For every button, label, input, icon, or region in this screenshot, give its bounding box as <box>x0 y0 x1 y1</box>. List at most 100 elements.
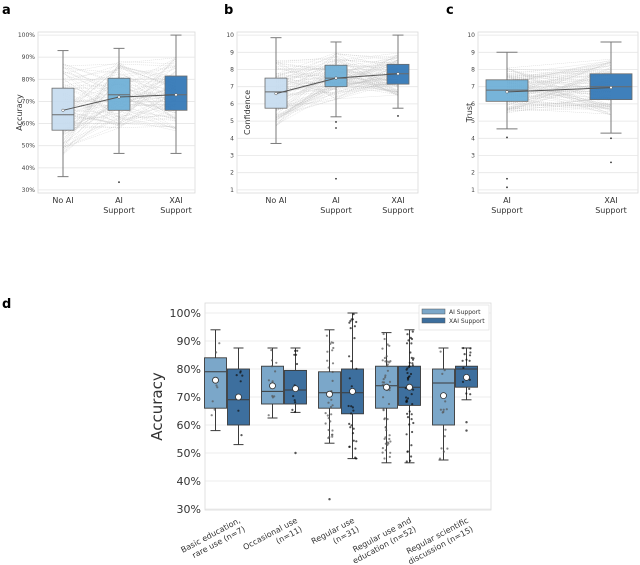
data-point <box>443 369 446 372</box>
data-point <box>439 408 442 411</box>
data-point <box>408 361 411 364</box>
data-point <box>388 455 391 458</box>
paired-line <box>275 75 399 97</box>
data-point <box>411 364 414 367</box>
data-point <box>412 388 415 391</box>
data-point <box>406 397 410 400</box>
y-tick-label: 30% <box>177 503 201 516</box>
data-point <box>469 347 472 350</box>
data-point <box>350 360 353 363</box>
data-point <box>405 433 408 436</box>
box-iqr <box>164 75 188 111</box>
data-point <box>383 457 386 460</box>
data-point <box>349 319 352 323</box>
data-point <box>271 380 274 383</box>
data-point <box>386 360 389 363</box>
data-point <box>411 430 414 434</box>
outlier-point <box>335 121 337 123</box>
data-point <box>469 351 472 354</box>
data-point <box>327 428 330 432</box>
mean-marker <box>505 90 509 94</box>
data-point <box>329 342 332 345</box>
data-point <box>381 451 384 454</box>
data-point <box>442 408 445 411</box>
data-point <box>328 435 331 439</box>
x-tick-label: XAI Support <box>595 196 627 215</box>
paired-line <box>62 92 177 134</box>
paired-line <box>506 73 612 87</box>
data-point <box>411 403 414 406</box>
paired-line <box>506 81 612 106</box>
legend-swatch <box>421 317 446 324</box>
paired-line <box>506 67 612 106</box>
data-point <box>324 422 327 425</box>
box-xai-support <box>164 34 188 154</box>
x-tick-label-line: AI <box>115 196 123 205</box>
y-tick-label: 9 <box>230 49 234 56</box>
paired-line <box>506 87 612 105</box>
data-point <box>347 404 350 408</box>
data-point <box>407 339 410 342</box>
x-tick-label-line: AI <box>503 196 511 205</box>
mean-marker <box>292 385 299 393</box>
paired-line <box>62 117 177 143</box>
plot-frame <box>477 31 639 194</box>
y-tick-label: 7 <box>471 84 475 91</box>
paired-line <box>506 94 612 109</box>
data-point <box>350 405 353 408</box>
data-point <box>383 418 386 421</box>
data-point <box>353 337 356 340</box>
data-point <box>381 347 384 350</box>
data-point <box>468 359 471 362</box>
data-point <box>438 457 442 460</box>
data-point <box>385 355 388 358</box>
data-point <box>348 377 351 380</box>
y-tick-label: 1 <box>471 187 475 194</box>
data-point <box>352 409 355 412</box>
mean-marker <box>274 92 278 96</box>
data-point <box>405 342 409 345</box>
y-tick-label: 5 <box>471 118 475 125</box>
paired-line <box>62 93 177 125</box>
paired-line <box>275 74 399 123</box>
mean-marker <box>463 373 470 381</box>
data-point <box>352 313 355 316</box>
data-point <box>349 327 352 330</box>
paired-line <box>275 75 399 119</box>
mean-marker <box>61 108 65 112</box>
data-point <box>348 321 351 324</box>
data-point <box>386 369 389 372</box>
paired-line <box>275 57 399 86</box>
data-point <box>384 374 387 377</box>
data-point <box>326 359 329 362</box>
panel-letter-a: a <box>2 3 11 18</box>
box-ai-support <box>107 47 131 184</box>
y-axis-label: Accuracy <box>15 94 24 131</box>
data-point <box>388 434 391 437</box>
paired-line <box>275 65 399 96</box>
data-point <box>405 368 408 371</box>
data-point <box>412 421 415 425</box>
data-point <box>273 395 276 398</box>
paired-line <box>275 71 399 105</box>
paired-line <box>506 59 612 69</box>
y-tick-label: 3 <box>230 153 234 160</box>
data-point <box>381 359 384 362</box>
x-tick-label: XAI Support <box>160 196 192 215</box>
paired-line <box>506 96 612 110</box>
data-point <box>351 406 354 409</box>
legend-box <box>418 304 490 331</box>
data-point <box>442 410 445 413</box>
paired-line <box>506 84 612 101</box>
x-tick-label: XAI Support <box>382 196 414 215</box>
data-point <box>331 362 335 365</box>
data-point <box>465 392 468 395</box>
data-point <box>351 432 355 435</box>
data-point <box>382 378 385 381</box>
x-tick-label-line: XAI <box>169 196 182 205</box>
data-point <box>405 396 408 399</box>
paired-line <box>506 84 612 107</box>
mean-marker <box>269 382 276 390</box>
